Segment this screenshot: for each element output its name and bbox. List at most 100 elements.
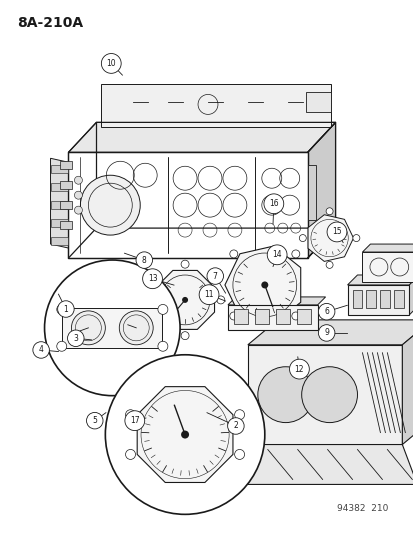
Circle shape [125, 410, 135, 419]
Polygon shape [362, 244, 413, 252]
Bar [254, 309, 268, 324]
Bar [60, 161, 72, 169]
Polygon shape [228, 297, 325, 305]
Text: 5: 5 [92, 416, 97, 425]
Circle shape [180, 431, 189, 439]
Circle shape [157, 304, 167, 314]
Circle shape [57, 301, 74, 317]
Circle shape [74, 176, 82, 184]
Circle shape [57, 304, 66, 314]
Polygon shape [62, 308, 162, 348]
Circle shape [229, 312, 237, 320]
Circle shape [136, 252, 152, 269]
Polygon shape [155, 270, 214, 329]
Circle shape [352, 235, 359, 241]
Bar [380, 290, 389, 308]
Circle shape [180, 260, 189, 268]
Polygon shape [401, 320, 413, 445]
Polygon shape [68, 123, 335, 152]
Polygon shape [228, 305, 317, 330]
Circle shape [101, 53, 121, 74]
Circle shape [267, 245, 286, 265]
Circle shape [45, 260, 180, 395]
Circle shape [74, 206, 82, 214]
Circle shape [318, 325, 334, 341]
Circle shape [67, 330, 84, 346]
Polygon shape [101, 84, 330, 127]
Circle shape [325, 208, 332, 215]
Text: 10: 10 [106, 59, 116, 68]
Text: 14: 14 [272, 251, 281, 260]
Text: 9: 9 [323, 328, 328, 337]
Circle shape [326, 222, 346, 242]
Circle shape [289, 359, 309, 379]
Bar [275, 309, 289, 324]
Circle shape [119, 311, 153, 345]
Text: 17: 17 [130, 416, 139, 425]
Circle shape [74, 191, 82, 199]
Circle shape [180, 332, 189, 340]
Text: 13: 13 [147, 274, 157, 283]
Circle shape [301, 367, 357, 423]
Bar [233, 309, 247, 324]
Polygon shape [347, 285, 408, 315]
Circle shape [57, 341, 66, 351]
Circle shape [33, 342, 49, 358]
Polygon shape [347, 275, 413, 285]
Bar [60, 221, 72, 229]
Polygon shape [137, 386, 233, 482]
Polygon shape [68, 152, 307, 258]
Circle shape [263, 194, 283, 214]
Bar [60, 181, 72, 189]
Circle shape [199, 285, 218, 304]
Circle shape [257, 367, 313, 423]
Polygon shape [408, 275, 413, 315]
Polygon shape [68, 228, 335, 258]
Circle shape [325, 261, 332, 269]
Circle shape [105, 355, 264, 514]
Circle shape [80, 175, 140, 235]
Text: 3: 3 [73, 334, 78, 343]
Text: 94382  210: 94382 210 [336, 504, 388, 513]
Polygon shape [224, 246, 300, 324]
Polygon shape [247, 320, 413, 345]
Text: 6: 6 [323, 307, 328, 316]
Circle shape [261, 281, 268, 288]
Text: 11: 11 [204, 290, 213, 299]
Circle shape [318, 303, 334, 320]
Bar [394, 290, 404, 308]
Text: 2: 2 [233, 422, 238, 431]
Polygon shape [307, 215, 353, 261]
Text: 8: 8 [142, 256, 146, 264]
Bar [296, 309, 310, 324]
Circle shape [157, 341, 167, 351]
Bar [305, 92, 330, 112]
Circle shape [206, 268, 223, 284]
Circle shape [182, 297, 188, 303]
Text: 1: 1 [63, 304, 68, 313]
Text: 8A-210A: 8A-210A [17, 15, 83, 29]
Bar [50, 201, 68, 209]
Bar [307, 165, 315, 220]
Circle shape [227, 418, 244, 434]
Text: 4: 4 [38, 345, 43, 354]
Circle shape [125, 449, 135, 459]
Polygon shape [247, 345, 401, 445]
Circle shape [229, 250, 237, 258]
Bar [60, 201, 72, 209]
Circle shape [125, 411, 145, 431]
Polygon shape [50, 158, 68, 248]
Text: 12: 12 [294, 365, 304, 374]
Circle shape [216, 296, 224, 304]
Circle shape [234, 449, 244, 459]
Polygon shape [362, 252, 413, 282]
Polygon shape [307, 123, 335, 258]
Bar [366, 290, 375, 308]
Bar [50, 165, 68, 173]
Bar [50, 219, 68, 227]
Text: 16: 16 [268, 199, 278, 208]
Text: 15: 15 [331, 228, 341, 237]
Bar [351, 290, 362, 308]
Circle shape [86, 413, 103, 429]
Text: 7: 7 [212, 272, 217, 280]
